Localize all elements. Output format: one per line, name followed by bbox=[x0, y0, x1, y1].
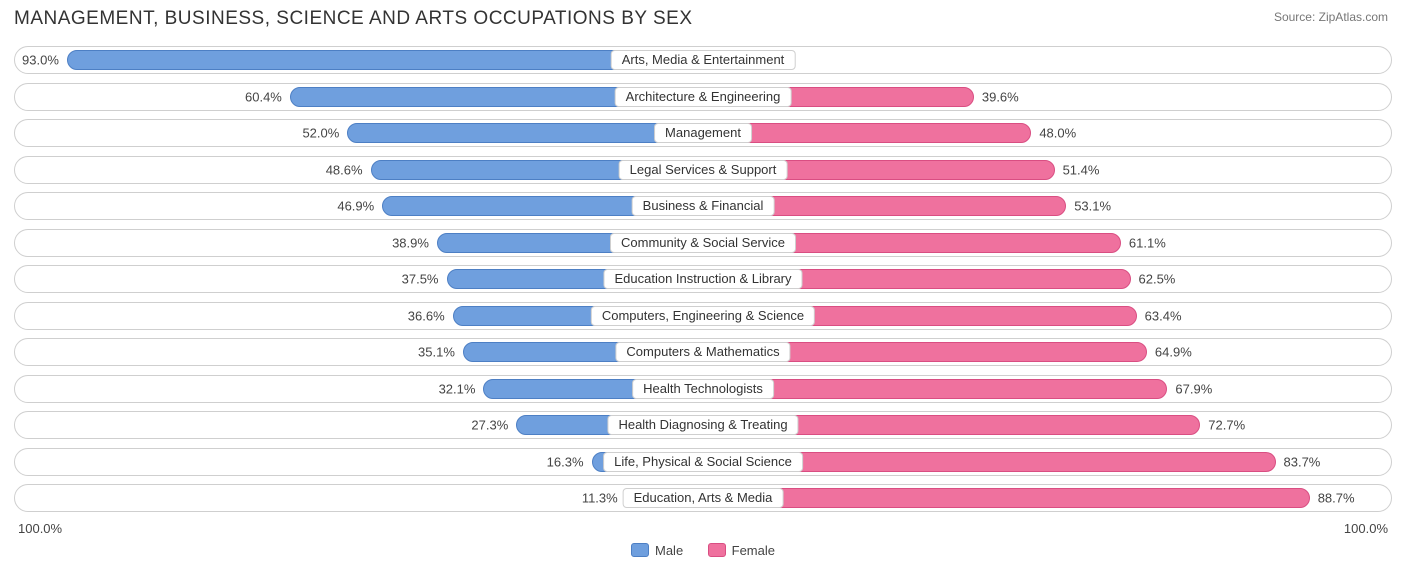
male-value-label: 37.5% bbox=[402, 272, 439, 287]
chart-row: 27.3% 72.7% Health Diagnosing & Treating bbox=[14, 411, 1392, 439]
chart-row: 93.0%7.0%Arts, Media & Entertainment bbox=[14, 46, 1392, 74]
female-value-label: 64.9% bbox=[1155, 345, 1192, 360]
category-label: Community & Social Service bbox=[610, 233, 796, 253]
male-value-label: 27.3% bbox=[471, 418, 508, 433]
axis-label-right: 100.0% bbox=[1344, 521, 1388, 536]
chart-title: MANAGEMENT, BUSINESS, SCIENCE AND ARTS O… bbox=[14, 8, 1392, 30]
legend-label-male: Male bbox=[655, 543, 683, 558]
category-label: Health Technologists bbox=[632, 379, 774, 399]
bar-track: 36.6% 63.4% Computers, Engineering & Scien… bbox=[19, 306, 1387, 326]
category-label: Education Instruction & Library bbox=[603, 269, 802, 289]
chart-row: 60.4% 39.6% Architecture & Engineering bbox=[14, 83, 1392, 111]
female-value-label: 53.1% bbox=[1074, 199, 1111, 214]
x-axis: 100.0% 100.0% bbox=[14, 521, 1392, 543]
female-value-label: 88.7% bbox=[1318, 491, 1355, 506]
female-value-label: 83.7% bbox=[1284, 454, 1321, 469]
male-bar bbox=[67, 50, 703, 70]
category-label: Arts, Media & Entertainment bbox=[611, 50, 796, 70]
male-value-label: 32.1% bbox=[439, 381, 476, 396]
male-value-label: 16.3% bbox=[547, 454, 584, 469]
diverging-bar-chart: 93.0%7.0%Arts, Media & Entertainment 60.4… bbox=[14, 46, 1392, 512]
female-value-label: 72.7% bbox=[1208, 418, 1245, 433]
bar-track: 93.0%7.0%Arts, Media & Entertainment bbox=[19, 50, 1387, 70]
chart-row: 37.5% 62.5% Education Instruction & Librar… bbox=[14, 265, 1392, 293]
category-label: Business & Financial bbox=[632, 196, 775, 216]
bar-track: 37.5% 62.5% Education Instruction & Librar… bbox=[19, 269, 1387, 289]
female-value-label: 39.6% bbox=[982, 89, 1019, 104]
female-value-label: 51.4% bbox=[1063, 162, 1100, 177]
bar-track: 60.4% 39.6% Architecture & Engineering bbox=[19, 87, 1387, 107]
bar-track: 52.0% 48.0% Management bbox=[19, 123, 1387, 143]
male-value-label: 52.0% bbox=[302, 126, 339, 141]
category-label: Education, Arts & Media bbox=[623, 488, 784, 508]
chart-row: 32.1% 67.9% Health Technologists bbox=[14, 375, 1392, 403]
male-value-label: 60.4% bbox=[245, 89, 282, 104]
female-value-label: 48.0% bbox=[1039, 126, 1076, 141]
chart-row: 38.9% 61.1% Community & Social Service bbox=[14, 229, 1392, 257]
legend-label-female: Female bbox=[732, 543, 775, 558]
source-name: ZipAtlas.com bbox=[1319, 10, 1388, 24]
male-value-label: 93.0% bbox=[22, 53, 59, 68]
legend-swatch-female bbox=[708, 543, 726, 557]
category-label: Legal Services & Support bbox=[619, 160, 788, 180]
bar-track: 38.9% 61.1% Community & Social Service bbox=[19, 233, 1387, 253]
female-value-label: 63.4% bbox=[1145, 308, 1182, 323]
legend-swatch-male bbox=[631, 543, 649, 557]
legend: Male Female bbox=[14, 543, 1392, 562]
bar-track: 27.3% 72.7% Health Diagnosing & Treating bbox=[19, 415, 1387, 435]
category-label: Health Diagnosing & Treating bbox=[607, 415, 798, 435]
bar-track: 16.3% 83.7% Life, Physical & Social Scienc… bbox=[19, 452, 1387, 472]
legend-item-male: Male bbox=[631, 543, 683, 558]
chart-row: 36.6% 63.4% Computers, Engineering & Scien… bbox=[14, 302, 1392, 330]
source-prefix: Source: bbox=[1274, 10, 1319, 24]
male-bar bbox=[347, 123, 703, 143]
chart-row: 46.9% 53.1% Business & Financial bbox=[14, 192, 1392, 220]
bar-track: 11.3% 88.7% Education, Arts & Media bbox=[19, 488, 1387, 508]
female-value-label: 67.9% bbox=[1175, 381, 1212, 396]
bar-track: 32.1% 67.9% Health Technologists bbox=[19, 379, 1387, 399]
male-value-label: 48.6% bbox=[326, 162, 363, 177]
category-label: Life, Physical & Social Science bbox=[603, 452, 803, 472]
female-bar bbox=[703, 488, 1310, 508]
chart-row: 16.3% 83.7% Life, Physical & Social Scienc… bbox=[14, 448, 1392, 476]
bar-track: 48.6% 51.4% Legal Services & Support bbox=[19, 160, 1387, 180]
female-bar bbox=[703, 123, 1031, 143]
chart-row: 11.3% 88.7% Education, Arts & Media bbox=[14, 484, 1392, 512]
male-value-label: 46.9% bbox=[337, 199, 374, 214]
source-attribution: Source: ZipAtlas.com bbox=[1274, 10, 1388, 24]
female-value-label: 61.1% bbox=[1129, 235, 1166, 250]
male-value-label: 11.3% bbox=[582, 491, 618, 506]
bar-track: 46.9% 53.1% Business & Financial bbox=[19, 196, 1387, 216]
category-label: Management bbox=[654, 123, 752, 143]
male-value-label: 36.6% bbox=[408, 308, 445, 323]
axis-label-left: 100.0% bbox=[18, 521, 62, 536]
category-label: Computers & Mathematics bbox=[615, 342, 790, 362]
chart-row: 48.6% 51.4% Legal Services & Support bbox=[14, 156, 1392, 184]
chart-row: 52.0% 48.0% Management bbox=[14, 119, 1392, 147]
male-value-label: 35.1% bbox=[418, 345, 455, 360]
legend-item-female: Female bbox=[708, 543, 775, 558]
category-label: Architecture & Engineering bbox=[615, 87, 792, 107]
chart-row: 35.1% 64.9% Computers & Mathematics bbox=[14, 338, 1392, 366]
bar-track: 35.1% 64.9% Computers & Mathematics bbox=[19, 342, 1387, 362]
category-label: Computers, Engineering & Science bbox=[591, 306, 815, 326]
female-value-label: 62.5% bbox=[1139, 272, 1176, 287]
male-value-label: 38.9% bbox=[392, 235, 429, 250]
